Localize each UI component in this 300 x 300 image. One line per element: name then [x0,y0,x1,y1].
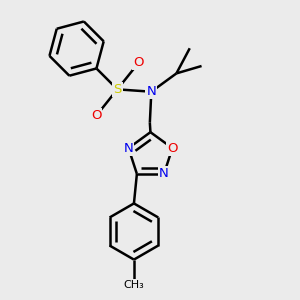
Text: N: N [146,85,156,98]
Text: O: O [134,56,144,69]
Text: CH₃: CH₃ [124,280,144,290]
Text: S: S [113,83,122,96]
Text: O: O [167,142,178,154]
Text: O: O [91,110,101,122]
Text: N: N [124,142,134,154]
Text: N: N [159,167,169,180]
